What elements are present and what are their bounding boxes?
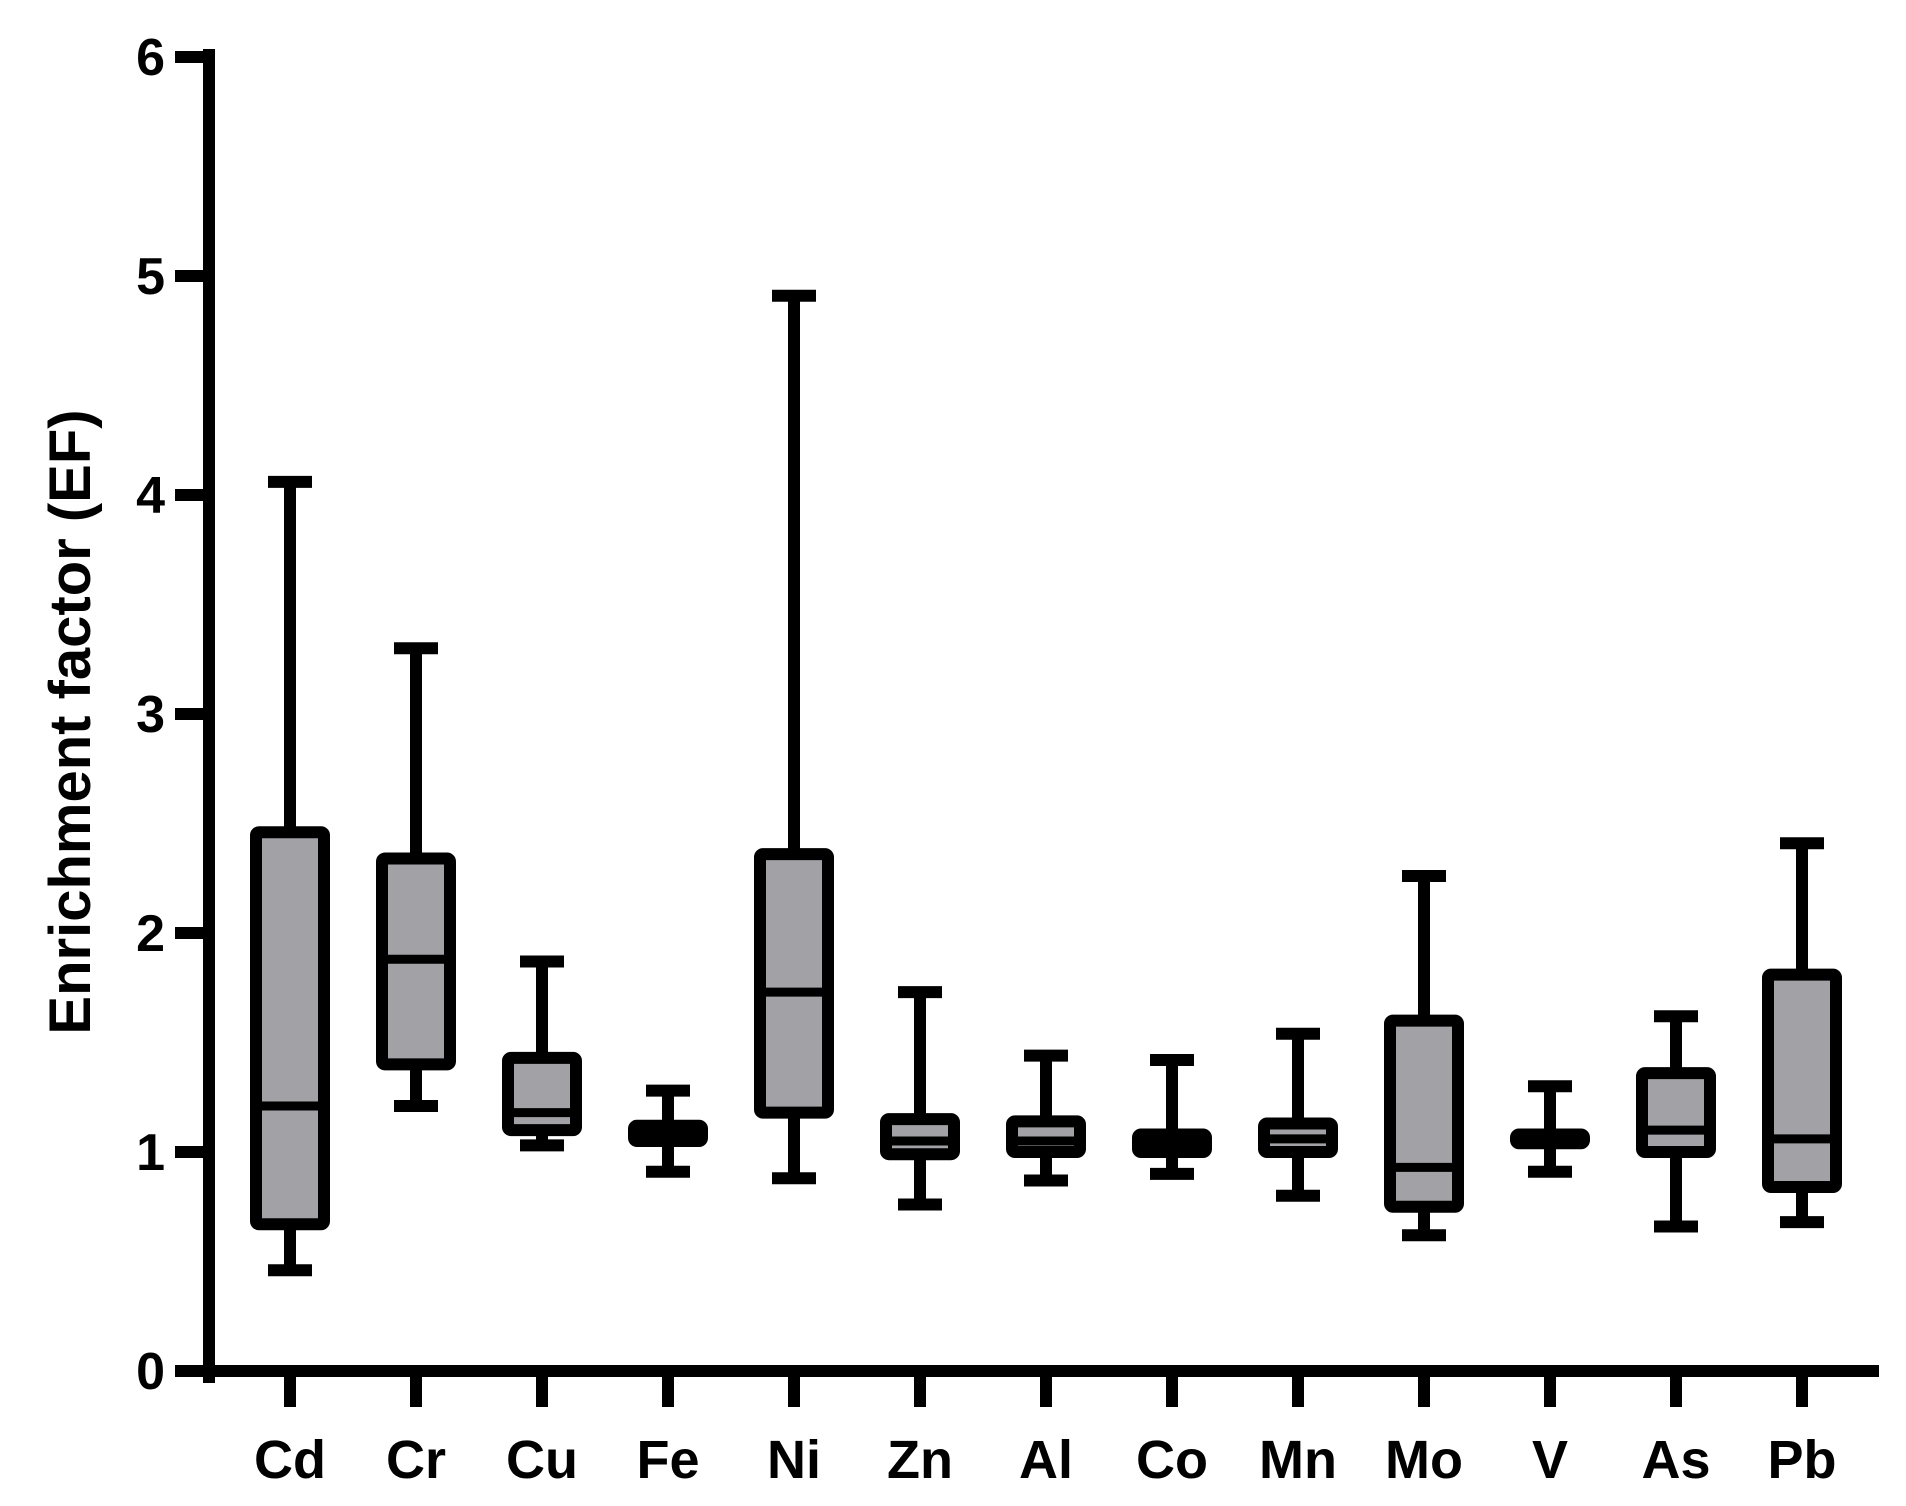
- box-Ni: [754, 289, 834, 1185]
- y-tick-label: 4: [136, 467, 165, 525]
- box-V: [1510, 1080, 1590, 1178]
- iqr-box: [1384, 1014, 1464, 1213]
- box-Fe: [628, 1084, 708, 1178]
- iqr-box: [250, 826, 330, 1231]
- y-axis-title: Enrichment factor (EF): [38, 409, 103, 1034]
- x-category-label: V: [1532, 1430, 1568, 1490]
- iqr-box: [1762, 968, 1842, 1194]
- x-category-label: Fe: [636, 1430, 699, 1490]
- axes: [175, 49, 1879, 1407]
- y-tick-label: 3: [136, 686, 165, 744]
- x-category-label: As: [1641, 1430, 1710, 1490]
- iqr-box: [502, 1051, 582, 1137]
- box-Mo: [1384, 870, 1464, 1242]
- box-Zn: [880, 986, 960, 1211]
- x-category-label: Ni: [767, 1430, 821, 1490]
- x-category-label: Mn: [1259, 1430, 1337, 1490]
- boxes: [250, 289, 1842, 1277]
- box-As: [1636, 1010, 1716, 1233]
- x-category-label: Cu: [506, 1430, 578, 1490]
- y-tick-label: 2: [136, 905, 165, 963]
- x-category-label: Pb: [1767, 1430, 1836, 1490]
- y-tick-label: 6: [136, 29, 165, 87]
- x-category-label: Mo: [1385, 1430, 1463, 1490]
- iqr-box: [754, 848, 834, 1119]
- y-tick-label: 5: [136, 248, 165, 306]
- box-Cu: [502, 955, 582, 1152]
- box-Co: [1132, 1054, 1212, 1180]
- box-Cd: [250, 475, 330, 1277]
- y-tick-label: 1: [136, 1124, 165, 1182]
- x-category-label: Al: [1019, 1430, 1073, 1490]
- x-category-label: Co: [1136, 1430, 1208, 1490]
- box-Cr: [376, 642, 456, 1113]
- labels: 0 1 2 3 4 5 6 Cd Cr Cu Fe Ni Zn Al Co Mn Mo V As Pb: [136, 29, 1836, 1490]
- box-Mn: [1258, 1027, 1338, 1202]
- box-Pb: [1762, 837, 1842, 1229]
- box-Al: [1006, 1049, 1086, 1187]
- x-category-label: Cd: [254, 1430, 326, 1490]
- x-category-label: Zn: [887, 1430, 953, 1490]
- y-tick-label: 0: [136, 1343, 165, 1401]
- x-category-label: Cr: [386, 1430, 446, 1490]
- iqr-box: [1636, 1067, 1716, 1159]
